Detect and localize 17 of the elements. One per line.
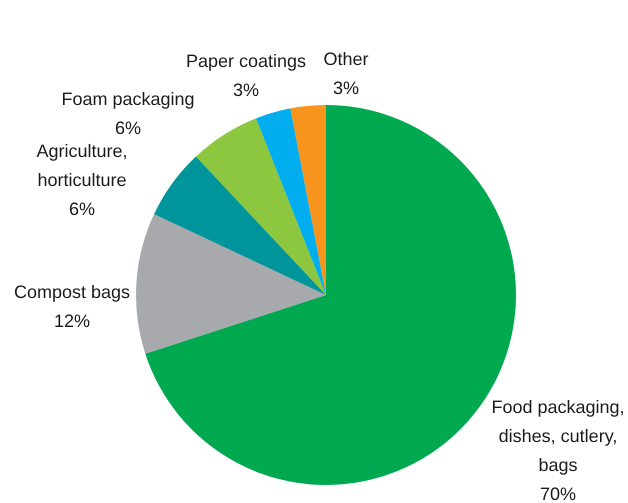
pie-slice — [154, 156, 326, 295]
data-label: 6% — [68, 198, 96, 219]
pie-slice — [290, 105, 326, 295]
slice-label: Foam packaging — [61, 88, 195, 109]
slice-label: Agriculture, horticulture — [36, 140, 128, 190]
data-label: 12% — [54, 310, 90, 331]
slice-label: Other — [323, 48, 369, 69]
slice-label: Food packaging, dishes, cutlery, bags — [491, 396, 625, 475]
data-label: 6% — [114, 118, 142, 138]
pie-slice — [136, 214, 326, 354]
data-label: 3% — [232, 80, 260, 100]
pie-slice — [196, 118, 326, 295]
data-label: 70% — [540, 484, 576, 503]
slice-label: Compost bags — [14, 282, 130, 302]
data-label: 3% — [332, 78, 360, 98]
slice-label: Paper coatings — [186, 50, 306, 71]
pie-slice — [256, 108, 326, 295]
